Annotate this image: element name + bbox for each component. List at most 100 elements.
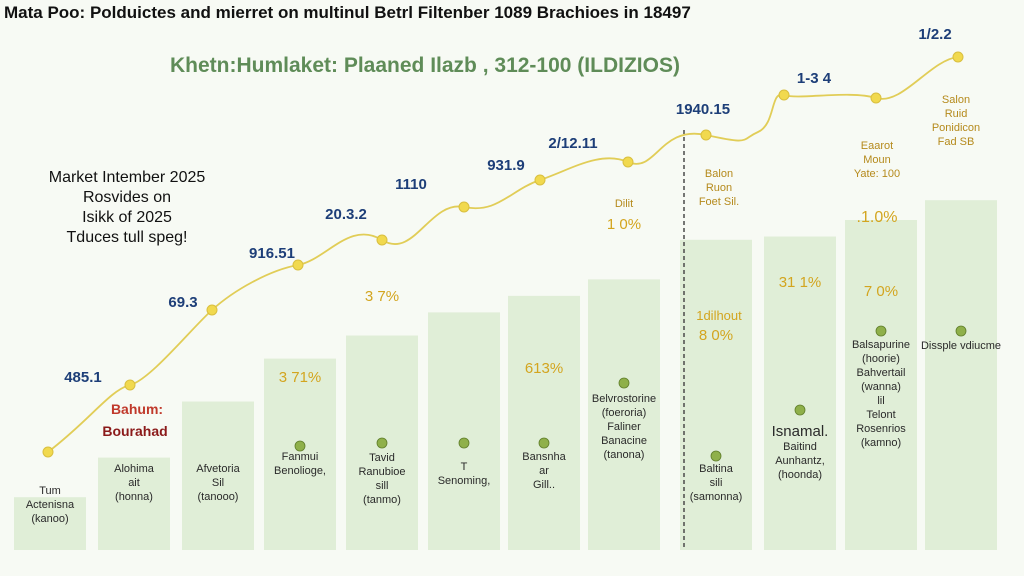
side-note-line: Isikk of 2025 (82, 209, 172, 226)
bar-description: Actenisna (26, 499, 75, 511)
bar-description: (hoonda) (778, 469, 822, 481)
bar (98, 457, 170, 550)
side-note: Market Intember 2025 Rosvides on Isikk o… (28, 168, 226, 248)
bar-description: Bahvertail (857, 367, 906, 379)
leaf-icon (794, 404, 806, 416)
chart-title: Mata Poo: Polduictes and mierret on mult… (4, 3, 691, 22)
bar-description: Faliner (607, 421, 641, 433)
bar-header-label: Dilit (615, 198, 633, 210)
bar-header-label: Balon (705, 168, 733, 180)
bar-description: Aunhantz, (775, 455, 825, 467)
bar-description: Afvetoria (196, 463, 240, 475)
bar-description: (kamno) (861, 437, 901, 449)
bar-description: Tum (39, 485, 61, 497)
trend-point (622, 156, 634, 168)
leaf-icon (538, 437, 550, 449)
bar-header-label: Moun (863, 154, 891, 166)
leaf-icon (710, 450, 722, 462)
bar (508, 295, 580, 550)
bar (428, 312, 500, 550)
bar-description: Telont (866, 409, 895, 421)
bar-description: Rosenrios (856, 423, 906, 435)
trend-value-label: 2/12.11 (548, 135, 597, 152)
bar-description: Senoming, (438, 475, 491, 487)
bar-header-label: Ruid (945, 108, 968, 120)
bar-header-label: Yate: 100 (854, 168, 900, 180)
leaf-icon (458, 437, 470, 449)
bar-description: Dissple vdiucme (921, 340, 1001, 352)
bar-description: lil (877, 395, 884, 407)
bar-description: Belvrostorine (592, 393, 656, 405)
trend-point (952, 51, 964, 63)
bar-header-label: Ponidicon (932, 122, 980, 134)
bar-description: Banacine (601, 435, 647, 447)
callout-label: Bourahad (102, 423, 167, 439)
bar-description: ar (539, 465, 549, 477)
side-note-line: Market Intember 2025 (48, 169, 206, 186)
bar (925, 200, 997, 550)
bar-header-label: Ruon (706, 182, 732, 194)
trend-value-label: 69.3 (168, 294, 197, 311)
trend-value-label: 916.51 (249, 245, 295, 262)
bar-description: (hoorie) (862, 353, 900, 365)
bar (764, 236, 836, 550)
trend-value-label: 1/2.2 (918, 26, 951, 43)
leaf-icon (955, 325, 967, 337)
bar-percent-label: 613% (525, 360, 563, 377)
trend-value-label: 1940.15 (676, 101, 730, 118)
trend-value-label: 1-3 4 (797, 70, 832, 87)
bar-header-label: Eaarot (861, 140, 893, 152)
trend-point (870, 92, 882, 104)
bar-percent-label: 8 0% (699, 327, 733, 344)
trend-point (534, 174, 546, 186)
bar-description: Sil (212, 477, 224, 489)
bar (680, 239, 752, 551)
bar-description: (foeroria) (602, 407, 647, 419)
bar-description: (samonna) (690, 491, 743, 503)
side-note-line: Rosvides on (82, 189, 172, 206)
bar-description: Fanmui (282, 451, 319, 463)
trend-point (124, 379, 136, 391)
bar-percent-label: 3 7% (365, 288, 399, 305)
leaf-icon (618, 377, 630, 389)
bar-description: Balsapurine (852, 339, 910, 351)
leaf-icon (376, 437, 388, 449)
trend-value-label: 20.3.2 (325, 206, 367, 223)
bar-header-label: Fad SB (938, 136, 975, 148)
bar-description: (tanona) (604, 449, 645, 461)
leaf-icon (875, 325, 887, 337)
trend-point (376, 234, 388, 246)
bar (845, 220, 917, 550)
bar-description: Gill.. (533, 479, 555, 491)
bar-description: sili (710, 477, 723, 489)
bar-header-label: 1dilhout (696, 308, 742, 323)
bar-description: (honna) (115, 491, 153, 503)
bar-description: T (461, 461, 468, 473)
bar-header-label: Salon (942, 94, 970, 106)
bar-description: Isnamal. (772, 423, 829, 440)
bar-description: Benolioge, (274, 465, 326, 477)
bar-description: Baltina (699, 463, 734, 475)
bar-description: ait (128, 477, 140, 489)
bar (588, 279, 660, 550)
leaf-icon (294, 440, 306, 452)
bar-description: (kanoo) (31, 513, 68, 525)
bar-description: (wanna) (861, 381, 901, 393)
bar-percent-label: 31 1% (779, 274, 822, 291)
bar (14, 497, 86, 550)
bar-percent-label: 7 0% (864, 283, 898, 300)
bar-description: Tavid (369, 452, 395, 464)
trend-point (206, 304, 218, 316)
trend-point (42, 446, 54, 458)
bar (182, 401, 254, 550)
bar-percent-label: 3 71% (279, 369, 322, 386)
trend-point (778, 89, 790, 101)
bar-description: (tanmo) (363, 494, 401, 506)
bar (264, 358, 336, 550)
trend-point (458, 201, 470, 213)
bar-percent-label: 1 0% (607, 216, 641, 233)
trend-value-label: 1110 (395, 176, 427, 193)
trend-value-label: 485.1 (64, 369, 102, 386)
bar-description: Bansnha (522, 451, 566, 463)
bar-description: Alohima (114, 463, 155, 475)
